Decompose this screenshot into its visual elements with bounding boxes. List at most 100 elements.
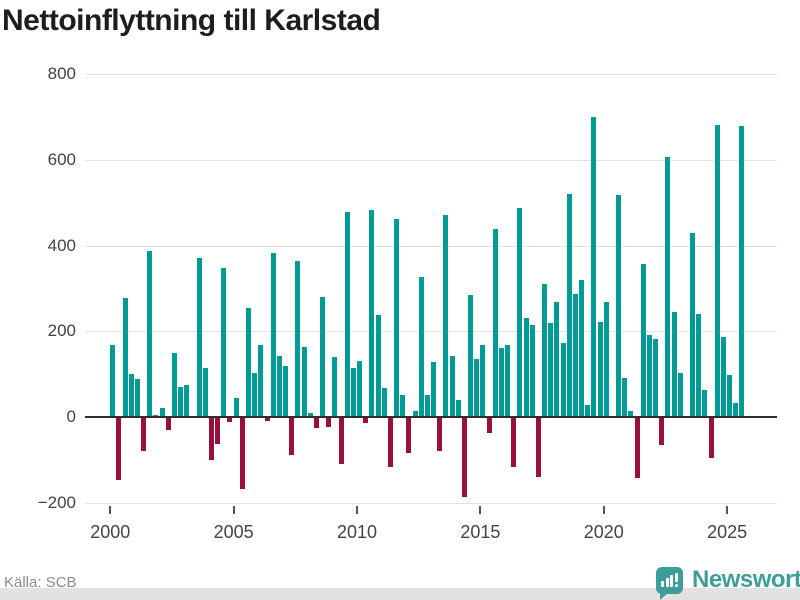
bar	[665, 156, 671, 416]
bar	[270, 252, 276, 416]
bar	[375, 315, 381, 416]
x-axis-label-2025: 2025	[707, 522, 748, 542]
bar	[739, 125, 745, 416]
bar	[653, 338, 659, 416]
x-axis-tick-2020	[602, 506, 605, 514]
gridline-600	[85, 159, 777, 161]
bar	[215, 418, 221, 444]
y-axis-label-200: 200	[47, 321, 76, 341]
bar	[634, 418, 640, 478]
bar	[542, 284, 548, 416]
bar	[363, 418, 369, 424]
badge-exclamation-dot	[674, 583, 678, 587]
bar	[727, 375, 733, 416]
bar	[387, 418, 393, 468]
bar	[708, 418, 714, 458]
newsworthy-logo[interactable]: Newsworthy	[656, 564, 800, 600]
bar	[122, 297, 128, 416]
bar	[529, 324, 535, 416]
bar	[264, 418, 270, 422]
bar	[702, 390, 708, 416]
x-axis-tick-2010	[356, 506, 359, 514]
bar	[548, 323, 554, 416]
bar	[492, 228, 498, 416]
bar	[202, 368, 208, 416]
y-axis-label-600: 600	[47, 149, 76, 169]
bar	[171, 353, 177, 416]
bar	[560, 343, 566, 416]
bar	[646, 334, 652, 416]
x-axis-label-2005: 2005	[213, 522, 254, 542]
bar	[498, 348, 504, 416]
badge-bar-0	[661, 580, 664, 587]
x-axis-label-2010: 2010	[336, 522, 378, 542]
bar	[480, 345, 486, 416]
bar	[418, 276, 424, 416]
bar	[332, 356, 338, 416]
bar	[659, 418, 665, 445]
y-axis-label-800: 800	[47, 64, 76, 84]
bar	[400, 395, 406, 416]
bar	[227, 418, 233, 423]
bar	[714, 125, 720, 416]
bar	[505, 344, 511, 416]
bar	[245, 308, 251, 416]
bar	[252, 373, 258, 416]
bar	[165, 418, 171, 430]
bar	[116, 418, 122, 481]
bar	[437, 418, 443, 452]
bar	[455, 399, 461, 416]
bar	[233, 397, 239, 416]
bar	[517, 207, 523, 416]
bar-chart: 800 600 400 200 0 −200 2000 2005 2010 2015 2020 202…	[38, 64, 777, 542]
bar	[153, 415, 159, 416]
bar	[585, 405, 591, 416]
y-axis-label-400: 400	[47, 235, 76, 255]
bar	[690, 233, 696, 416]
bar	[535, 418, 541, 477]
bar	[381, 388, 387, 416]
x-axis-label-2015: 2015	[460, 522, 501, 542]
bar	[159, 407, 165, 416]
bar	[671, 312, 677, 416]
x-axis-tick-2005	[232, 506, 235, 514]
bar	[338, 418, 344, 465]
bar	[622, 378, 628, 416]
bar	[603, 302, 609, 416]
bar	[616, 195, 622, 416]
badge-exclamation-stem	[674, 572, 678, 582]
bar	[572, 293, 578, 416]
x-axis-label-2020: 2020	[583, 522, 624, 542]
bar	[141, 418, 147, 452]
bar	[486, 418, 492, 433]
x-axis-label-2000: 2000	[90, 522, 131, 542]
bar	[313, 418, 319, 428]
bar	[579, 279, 585, 416]
bar	[449, 356, 455, 416]
bar	[147, 250, 153, 416]
bar	[350, 368, 356, 416]
footer-band	[0, 588, 800, 600]
gridline--200	[85, 502, 777, 504]
bar	[128, 374, 134, 416]
bar	[307, 413, 313, 416]
page-title: Nettoinflyttning till Karlstad	[2, 4, 381, 37]
bar	[406, 418, 412, 454]
bar	[468, 294, 474, 416]
bar	[640, 263, 646, 416]
x-axis-tick-2000	[109, 506, 112, 514]
bar	[554, 302, 560, 416]
bar	[566, 194, 572, 416]
bar	[320, 296, 325, 416]
bar	[591, 117, 597, 416]
brand-name: Newsworthy	[692, 566, 800, 593]
bar	[461, 418, 467, 498]
bar	[394, 218, 400, 416]
x-axis-tick-2015	[479, 506, 482, 514]
bar	[239, 418, 245, 489]
bar	[523, 317, 529, 416]
bar	[733, 403, 739, 416]
gridline-400	[85, 245, 777, 247]
bar	[276, 356, 282, 416]
gridline-200	[85, 331, 777, 333]
